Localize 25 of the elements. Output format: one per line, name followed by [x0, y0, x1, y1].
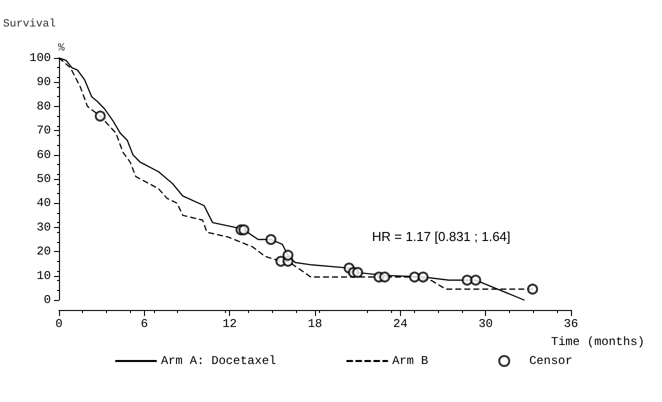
y-tick-label: 90: [36, 75, 51, 90]
y-axis-title: Survival: [3, 18, 56, 30]
x-tick-label: 6: [140, 317, 148, 331]
y-tick-label: 10: [36, 268, 51, 283]
annotation: HR = 1.17 [0.831 ; 1.64]: [372, 229, 510, 244]
y-tick-label: 100: [29, 51, 51, 65]
y-tick-label: 50: [36, 172, 51, 186]
legend-label: Censor: [529, 354, 572, 368]
y-tick-label: 0: [44, 293, 51, 307]
y-tick-label: 60: [36, 148, 51, 162]
y-tick-label: 80: [36, 99, 51, 114]
legend-label: Arm A: Docetaxel: [161, 354, 276, 368]
legend-label: Arm B: [392, 354, 428, 368]
x-tick-label: 0: [55, 317, 63, 331]
y-tick-label: 40: [36, 196, 51, 210]
x-tick-label: 36: [564, 317, 578, 331]
y-tick-label: 30: [36, 220, 51, 234]
x-axis-title: Time (months): [551, 335, 645, 349]
x-tick-label: 30: [478, 317, 493, 331]
x-tick-label: 12: [222, 317, 237, 331]
x-tick-label: 24: [393, 317, 408, 331]
x-tick-label: 18: [308, 317, 322, 331]
text: %: [58, 42, 65, 54]
y-tick-label: 20: [36, 244, 51, 259]
y-tick-label: 70: [36, 124, 51, 138]
